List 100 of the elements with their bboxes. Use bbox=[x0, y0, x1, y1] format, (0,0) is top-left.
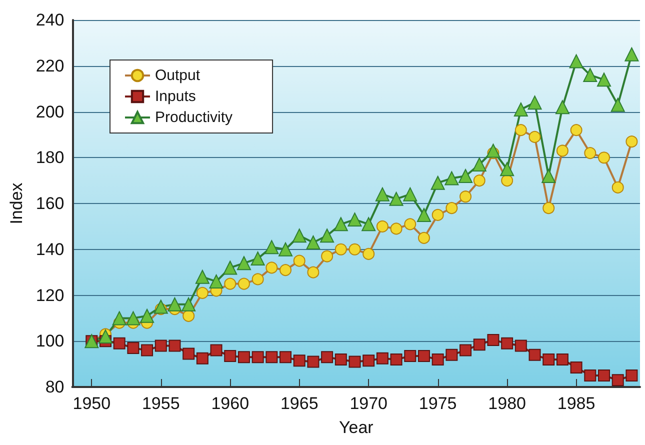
point bbox=[430, 176, 445, 190]
point bbox=[418, 350, 430, 362]
point bbox=[624, 47, 639, 62]
point bbox=[556, 353, 568, 366]
point bbox=[182, 310, 195, 322]
point bbox=[598, 370, 610, 382]
point bbox=[168, 340, 181, 352]
point bbox=[501, 174, 514, 187]
point bbox=[584, 370, 596, 382]
x-tick-label: 1960 bbox=[211, 394, 250, 413]
point bbox=[404, 350, 416, 362]
point bbox=[473, 174, 486, 187]
x-tick-label: 1950 bbox=[72, 394, 111, 413]
point bbox=[334, 217, 348, 232]
point bbox=[472, 158, 486, 172]
point bbox=[390, 353, 402, 366]
point bbox=[626, 370, 638, 382]
point bbox=[583, 68, 598, 82]
point bbox=[555, 100, 570, 114]
point bbox=[514, 102, 528, 116]
point bbox=[182, 348, 195, 360]
point bbox=[250, 252, 265, 266]
point bbox=[168, 297, 182, 312]
point bbox=[280, 351, 292, 364]
point bbox=[141, 344, 154, 356]
point bbox=[500, 162, 514, 176]
y-tick-label: 160 bbox=[36, 194, 64, 213]
point bbox=[610, 98, 625, 112]
point bbox=[238, 278, 250, 290]
point bbox=[418, 232, 430, 244]
point bbox=[416, 208, 431, 222]
x-tick-label: 1970 bbox=[350, 394, 388, 413]
point bbox=[182, 297, 196, 312]
point bbox=[432, 353, 444, 366]
point bbox=[348, 356, 361, 368]
legend-label: Productivity bbox=[155, 109, 234, 126]
point bbox=[266, 351, 278, 364]
point bbox=[127, 342, 140, 354]
point bbox=[320, 228, 334, 243]
y-tick-label: 140 bbox=[36, 240, 64, 259]
point bbox=[362, 354, 375, 367]
point bbox=[556, 144, 568, 157]
point bbox=[126, 311, 140, 326]
point bbox=[210, 344, 222, 356]
point bbox=[362, 248, 375, 260]
point bbox=[376, 220, 388, 232]
point bbox=[98, 330, 112, 344]
point bbox=[501, 337, 514, 350]
point bbox=[542, 202, 555, 214]
point bbox=[446, 202, 458, 214]
x-tick-label: 1955 bbox=[142, 394, 180, 413]
point bbox=[390, 222, 402, 235]
point bbox=[570, 124, 582, 136]
point bbox=[293, 354, 306, 367]
point bbox=[460, 190, 472, 203]
point bbox=[596, 72, 611, 87]
point bbox=[196, 352, 208, 364]
point bbox=[376, 352, 388, 364]
x-tick-label: 1985 bbox=[557, 394, 596, 413]
point bbox=[196, 286, 208, 299]
point bbox=[266, 262, 278, 274]
y-tick-label: 240 bbox=[36, 10, 64, 30]
x-tick-label: 1965 bbox=[280, 394, 318, 413]
point bbox=[293, 254, 306, 267]
x-axis-title: Year bbox=[338, 418, 374, 437]
point bbox=[514, 124, 527, 136]
point bbox=[389, 192, 404, 206]
point bbox=[612, 374, 624, 386]
point bbox=[403, 187, 418, 202]
point bbox=[528, 96, 542, 110]
point bbox=[570, 362, 582, 374]
point bbox=[542, 168, 556, 183]
point bbox=[154, 340, 167, 352]
point bbox=[252, 351, 264, 364]
point bbox=[584, 147, 596, 160]
point bbox=[264, 240, 279, 254]
point bbox=[487, 334, 500, 346]
point bbox=[334, 353, 347, 366]
point bbox=[348, 243, 361, 256]
x-tick-label: 1975 bbox=[418, 394, 457, 413]
point bbox=[209, 274, 224, 288]
point bbox=[528, 348, 541, 361]
y-tick-label: 180 bbox=[36, 148, 64, 168]
point bbox=[348, 212, 362, 227]
point bbox=[626, 136, 638, 148]
legend-label: Inputs bbox=[155, 88, 196, 105]
point bbox=[154, 300, 168, 314]
point bbox=[321, 250, 334, 262]
point bbox=[432, 208, 444, 221]
point bbox=[473, 338, 486, 351]
point bbox=[514, 340, 527, 352]
point bbox=[306, 235, 320, 250]
point bbox=[598, 152, 610, 164]
point bbox=[404, 218, 416, 230]
point bbox=[321, 351, 334, 364]
point bbox=[292, 228, 306, 243]
point bbox=[238, 351, 250, 364]
point bbox=[236, 256, 251, 270]
point bbox=[569, 54, 584, 68]
y-axis-title: Index bbox=[7, 182, 26, 224]
